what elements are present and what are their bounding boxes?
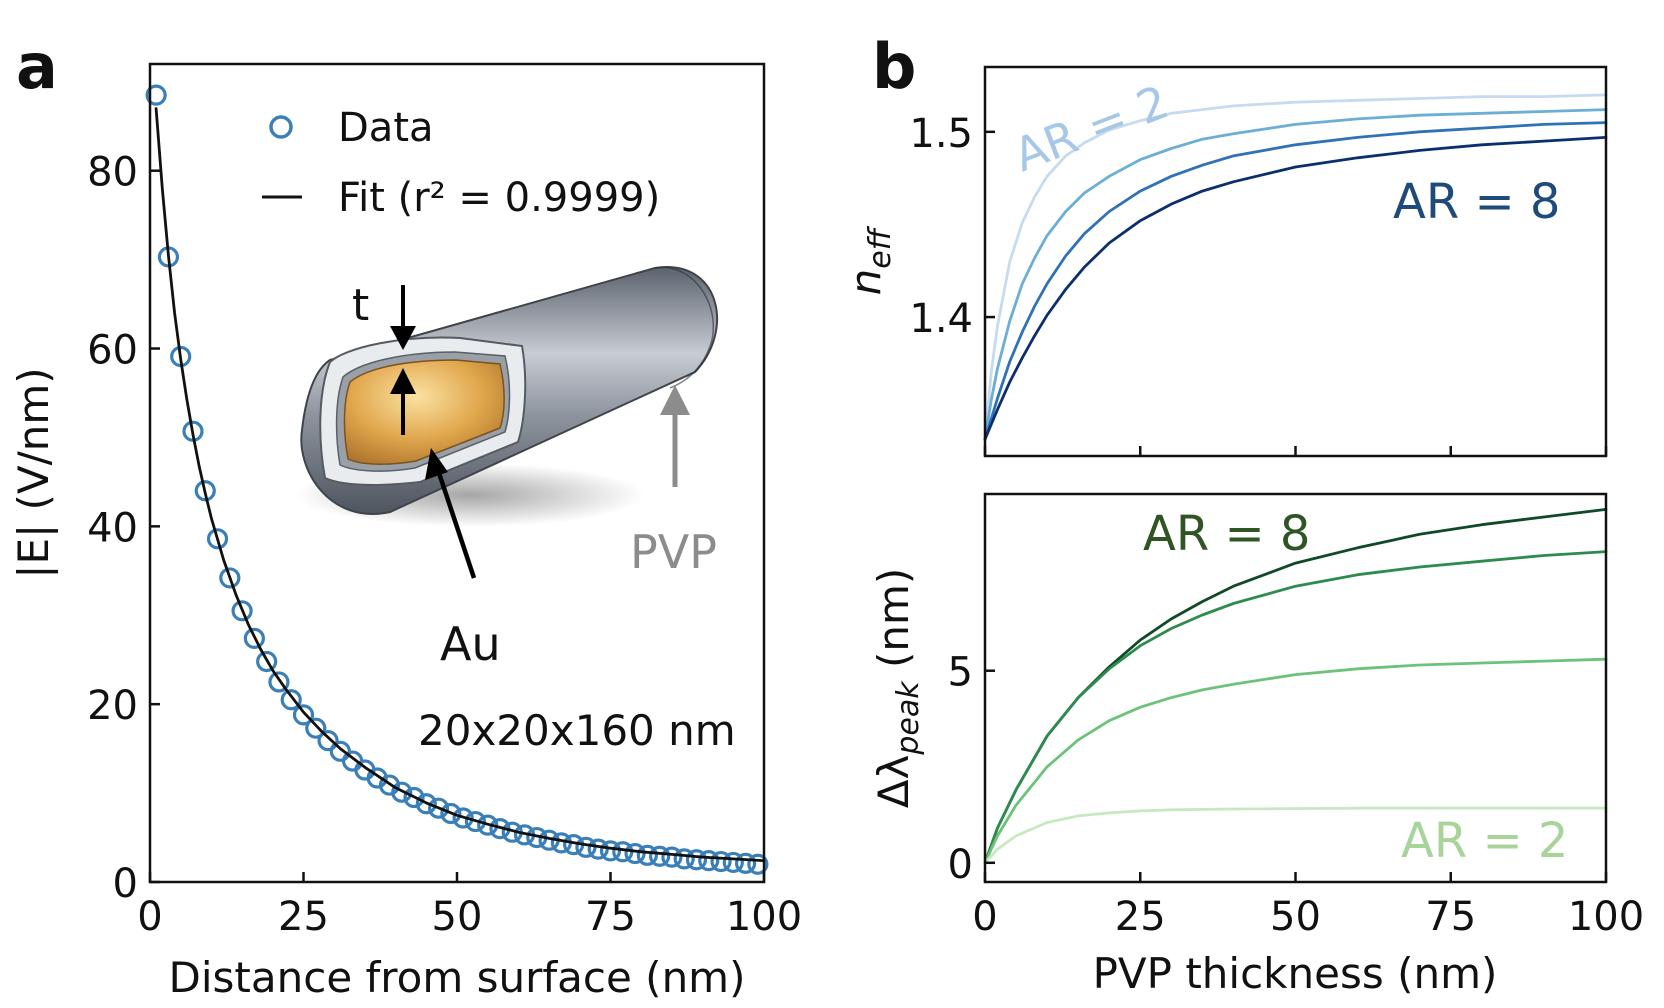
panel-a-ytick-label: 20 bbox=[87, 683, 138, 729]
data-point bbox=[194, 480, 216, 502]
panel-b-bottom-axes-frame bbox=[983, 492, 1608, 884]
nanorod-illustration bbox=[295, 266, 718, 579]
panel-a-ytick-label: 60 bbox=[87, 328, 138, 374]
data-point bbox=[292, 704, 315, 726]
data-point bbox=[722, 851, 744, 874]
data-point bbox=[268, 671, 290, 693]
dlambda-curve-3 bbox=[983, 806, 1608, 865]
data-point bbox=[477, 814, 499, 836]
data-point bbox=[317, 730, 339, 752]
label-dlambda-ar2: AR = 2 bbox=[1401, 813, 1568, 869]
data-point bbox=[219, 567, 241, 589]
data-point bbox=[747, 853, 769, 875]
data-point bbox=[673, 848, 695, 870]
data-point bbox=[305, 717, 327, 739]
neff-curve-3 bbox=[983, 135, 1608, 441]
panel-a-xtick-label: 25 bbox=[278, 894, 329, 940]
panel-a-xtick-label: 75 bbox=[585, 894, 636, 940]
panel-a-xtick-label: 100 bbox=[726, 894, 802, 940]
panel-b-bottom-ytick-label: 0 bbox=[948, 842, 973, 888]
legend-data-marker bbox=[269, 115, 293, 139]
panel-b-top-ytick-label: 1.4 bbox=[909, 296, 973, 342]
panel-a-ytick-label: 0 bbox=[113, 861, 138, 907]
data-point bbox=[243, 627, 265, 649]
panel-b-top-ylabel: neff bbox=[841, 225, 898, 295]
panel-b-xlabel: PVP thickness (nm) bbox=[1093, 949, 1498, 998]
data-point bbox=[624, 842, 646, 865]
panel-b-bottom-ylabel: Δλpeak (nm) bbox=[869, 568, 926, 809]
panel-a-xtick-label: 0 bbox=[137, 894, 162, 940]
label-thickness-t: t bbox=[352, 280, 369, 331]
panel-a-axes-frame bbox=[148, 62, 766, 884]
panel-b-bottom-xtick-label: 0 bbox=[972, 894, 997, 940]
data-point bbox=[464, 810, 487, 833]
panel-a-ylabel: |E| (V/nm) bbox=[9, 367, 58, 578]
data-point bbox=[710, 850, 732, 873]
data-point bbox=[329, 740, 351, 762]
label-dlambda-ar8: AR = 8 bbox=[1143, 506, 1310, 562]
data-point bbox=[440, 802, 462, 825]
data-point bbox=[734, 852, 757, 874]
panel-a-ytick-label: 40 bbox=[87, 505, 138, 551]
panel-b-bottom-xtick-label: 50 bbox=[1270, 894, 1321, 940]
panel-b-label: b bbox=[872, 30, 916, 103]
data-point bbox=[427, 797, 450, 819]
data-point bbox=[698, 850, 720, 872]
data-point bbox=[231, 600, 253, 622]
panel-b-bottom-ytick-label: 5 bbox=[948, 650, 973, 696]
data-point bbox=[599, 840, 622, 862]
data-point bbox=[636, 844, 658, 866]
panel-b-top-plot: 1.4 1.5 bbox=[909, 65, 1608, 458]
legend-fit-label: Fit (r² = 0.9999) bbox=[338, 175, 660, 221]
data-point bbox=[391, 781, 413, 803]
data-point bbox=[280, 689, 302, 711]
data-point bbox=[661, 846, 683, 868]
neff-curve-2 bbox=[983, 121, 1608, 441]
panel-a-xtick-label: 50 bbox=[432, 894, 483, 940]
panel-a-label: a bbox=[16, 30, 58, 103]
label-au: Au bbox=[440, 617, 501, 671]
data-point bbox=[403, 786, 425, 809]
data-point bbox=[452, 807, 474, 829]
dlambda-curve-2 bbox=[983, 657, 1608, 865]
data-point bbox=[256, 650, 278, 673]
label-neff-ar8: AR = 8 bbox=[1393, 174, 1560, 230]
neff-curve-1 bbox=[983, 108, 1608, 441]
panel-b-bottom-plot: 0 25 50 75 100 0 5 bbox=[948, 492, 1644, 940]
panel-b-bottom-xtick-label: 100 bbox=[1568, 894, 1644, 940]
legend-data-label: Data bbox=[338, 105, 434, 151]
fit-curve bbox=[154, 107, 766, 863]
data-point bbox=[649, 845, 671, 867]
data-point bbox=[415, 793, 437, 815]
panel-a-plot: 0 25 50 75 100 0 20 40 60 80 bbox=[87, 62, 802, 940]
data-point bbox=[145, 84, 167, 106]
data-point bbox=[206, 528, 229, 550]
label-neff-ar2: AR = 2 bbox=[1007, 74, 1176, 182]
dlambda-curve-1 bbox=[983, 550, 1608, 865]
panel-a-xlabel: Distance from surface (nm) bbox=[169, 953, 746, 1002]
panel-b-top-axes-frame bbox=[983, 65, 1608, 458]
label-dimensions: 20x20x160 nm bbox=[418, 706, 736, 755]
data-point bbox=[685, 849, 708, 871]
panel-b-bottom-xtick-label: 75 bbox=[1425, 894, 1476, 940]
panel-b-top-ytick-label: 1.5 bbox=[909, 111, 973, 157]
neff-curve-0 bbox=[983, 93, 1608, 441]
panel-a-legend: Data Fit (r² = 0.9999) bbox=[262, 105, 660, 221]
label-pvp: PVP bbox=[630, 525, 717, 579]
panel-a-ytick-label: 80 bbox=[87, 150, 138, 196]
panel-b-bottom-xtick-label: 25 bbox=[1115, 894, 1166, 940]
